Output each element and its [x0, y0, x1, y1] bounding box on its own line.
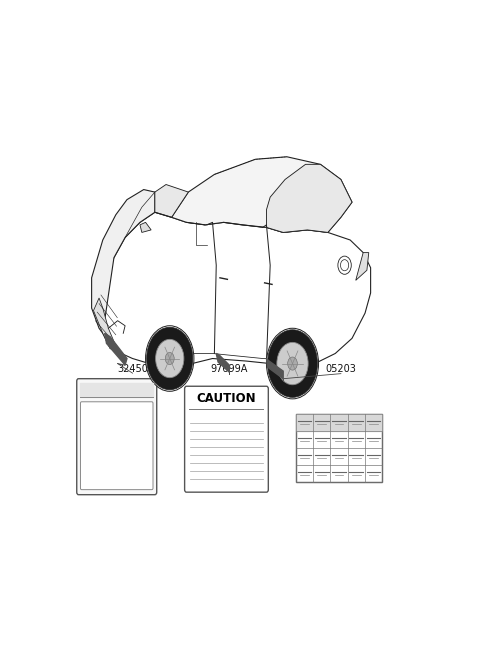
- Circle shape: [266, 328, 319, 399]
- Polygon shape: [356, 253, 369, 280]
- Text: 97699A: 97699A: [211, 364, 248, 373]
- Text: CAUTION: CAUTION: [197, 392, 256, 405]
- FancyBboxPatch shape: [81, 402, 153, 490]
- Circle shape: [288, 357, 297, 370]
- FancyBboxPatch shape: [185, 386, 268, 492]
- FancyBboxPatch shape: [296, 414, 382, 482]
- Polygon shape: [105, 333, 127, 365]
- Circle shape: [267, 329, 317, 398]
- Polygon shape: [172, 157, 352, 233]
- Circle shape: [156, 339, 184, 378]
- Text: 05203: 05203: [325, 364, 356, 373]
- Circle shape: [165, 352, 174, 365]
- Circle shape: [338, 256, 351, 274]
- Polygon shape: [155, 185, 188, 217]
- Polygon shape: [94, 298, 116, 348]
- Circle shape: [277, 343, 308, 384]
- Text: 32450: 32450: [117, 364, 148, 373]
- Circle shape: [145, 326, 194, 391]
- Polygon shape: [92, 189, 155, 333]
- Polygon shape: [266, 164, 352, 233]
- Polygon shape: [140, 222, 151, 233]
- FancyBboxPatch shape: [77, 379, 156, 495]
- Circle shape: [147, 328, 193, 390]
- Polygon shape: [216, 354, 229, 372]
- Polygon shape: [266, 358, 283, 379]
- Polygon shape: [103, 212, 371, 366]
